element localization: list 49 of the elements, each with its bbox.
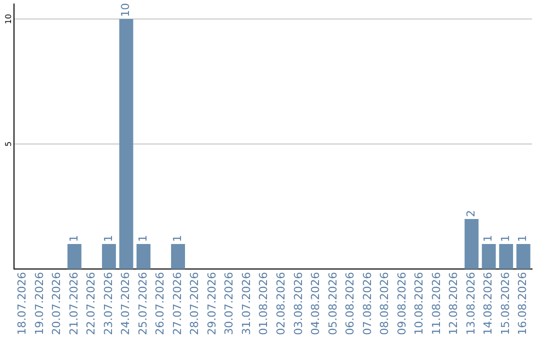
x-tick-label: 08.08.2026 — [378, 272, 392, 336]
data-label: 1 — [498, 235, 512, 242]
x-tick-label: 29.07.2026 — [205, 272, 218, 336]
x-tick-label: 18.07.2026 — [15, 272, 28, 336]
data-label: 1 — [67, 235, 80, 242]
x-tick-label: 30.07.2026 — [222, 272, 236, 336]
x-tick-label: 25.07.2026 — [136, 272, 150, 336]
data-label: 2 — [464, 210, 478, 218]
y-tick-label: 5 — [4, 141, 14, 147]
bar — [516, 244, 530, 270]
data-label: 1 — [170, 235, 184, 242]
x-tick-label: 22.07.2026 — [84, 272, 98, 336]
x-tick-label: 11.08.2026 — [430, 272, 443, 336]
x-tick-label: 03.08.2026 — [292, 272, 305, 336]
x-tick-label: 27.07.2026 — [170, 272, 184, 336]
bar — [171, 244, 186, 270]
x-tick-label: 05.08.2026 — [326, 272, 340, 336]
x-tick-label: 13.08.2026 — [464, 272, 478, 336]
x-tick-label: 19.07.2026 — [32, 272, 46, 336]
bar — [119, 19, 134, 270]
bar — [482, 244, 496, 270]
x-tick-label: 02.08.2026 — [274, 272, 288, 336]
x-tick-label: 04.08.2026 — [309, 272, 322, 336]
x-tick-label: 24.07.2026 — [119, 272, 132, 336]
x-tick-label: 09.08.2026 — [395, 272, 408, 336]
x-tick-label: 06.08.2026 — [344, 272, 357, 336]
bar — [102, 244, 116, 270]
bar — [499, 244, 514, 270]
x-tick-label: 07.08.2026 — [360, 272, 374, 336]
x-tick-label: 14.08.2026 — [482, 272, 495, 336]
x-tick-label: 01.08.2026 — [257, 272, 270, 336]
x-tick-label: 23.07.2026 — [102, 272, 115, 336]
x-tick-label: 28.07.2026 — [188, 272, 202, 336]
bar — [464, 219, 479, 270]
x-tick-label: 26.07.2026 — [154, 272, 167, 336]
x-tick-label: 31.07.2026 — [240, 272, 253, 336]
x-tick-label: 10.08.2026 — [412, 272, 426, 336]
data-label: 1 — [102, 235, 115, 242]
data-label: 1 — [516, 235, 530, 242]
data-label: 10 — [119, 3, 132, 17]
x-tick-label: 15.08.2026 — [498, 272, 512, 336]
data-label: 1 — [482, 235, 495, 242]
data-label: 1 — [136, 235, 150, 242]
x-tick-label: 21.07.2026 — [67, 272, 80, 336]
x-tick-label: 20.07.2026 — [50, 272, 64, 336]
bar — [67, 244, 82, 270]
x-tick-label: 12.08.2026 — [447, 272, 460, 336]
bar — [136, 244, 150, 270]
x-tick-label: 16.08.2026 — [516, 272, 530, 336]
